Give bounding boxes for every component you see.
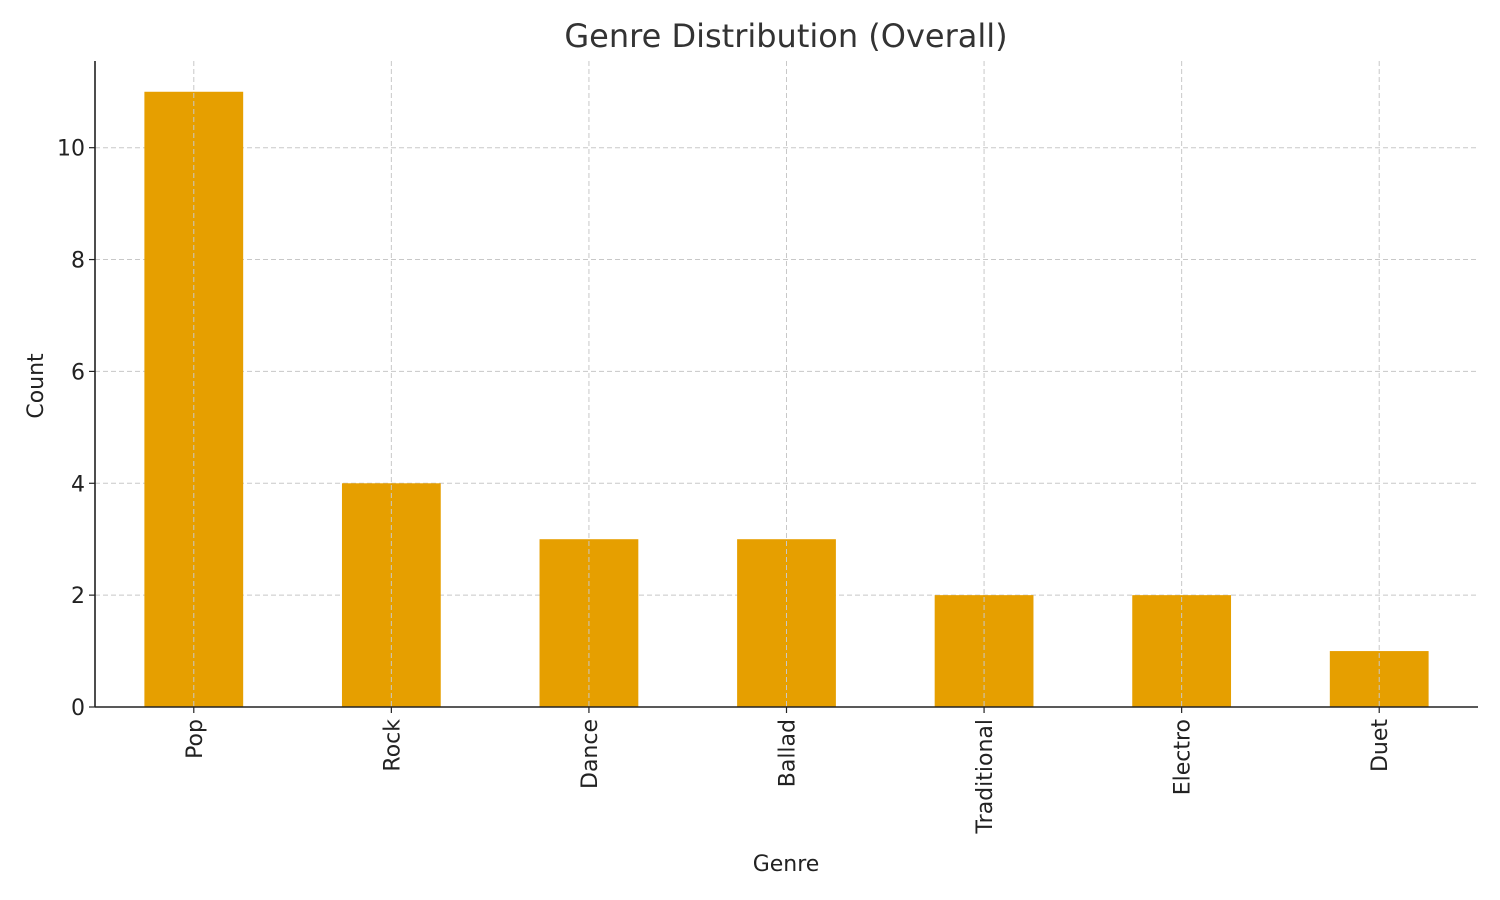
x-tick-label-dance: Dance [578, 719, 603, 789]
bar-traditional [934, 595, 1034, 707]
x-tick-label-pop: Pop [183, 719, 208, 759]
x-tick-label-rock: Rock [380, 719, 405, 772]
y-tick-label: 0 [71, 696, 85, 721]
y-tick-label: 6 [71, 360, 85, 385]
y-tick-label: 8 [71, 249, 85, 274]
x-tick-label-ballad: Ballad [776, 719, 801, 787]
bar-electro [1132, 595, 1232, 707]
x-tick-label-duet: Duet [1368, 719, 1393, 772]
bars-layer [144, 61, 1429, 707]
y-tick-label: 4 [71, 472, 85, 497]
x-tick-label-traditional: Traditional [973, 719, 998, 835]
x-axis-label: Genre [753, 852, 820, 877]
ticks-layer: 0 2 4 6 8 10 Pop Rock Dance Ballad Traditional Elec… [57, 137, 1393, 835]
x-tick-label-electro: Electro [1171, 719, 1196, 795]
y-tick-label: 2 [71, 584, 85, 609]
chart-title: Genre Distribution (Overall) [564, 17, 1007, 55]
y-axis-label: Count [24, 353, 49, 419]
y-tick-label: 10 [57, 137, 85, 162]
